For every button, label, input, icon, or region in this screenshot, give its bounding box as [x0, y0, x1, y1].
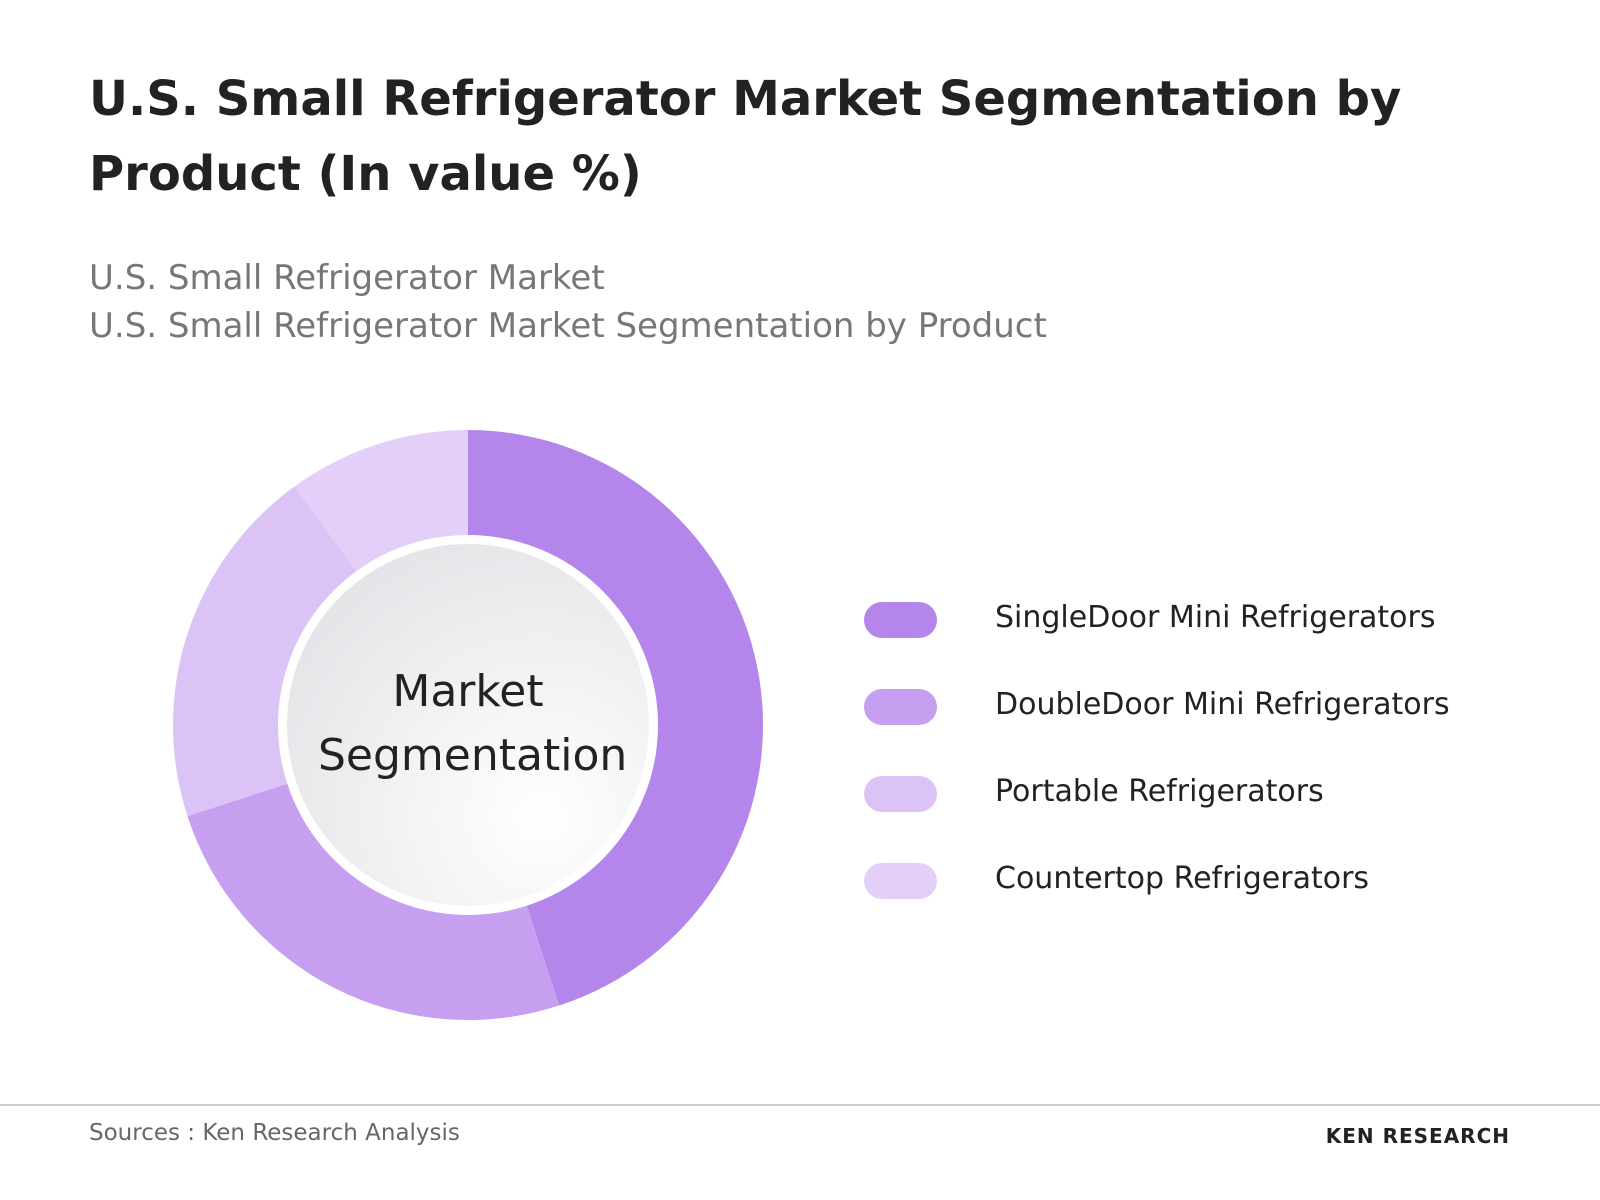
- legend-label: SingleDoor Mini Refrigerators: [995, 600, 1436, 635]
- donut-hole: [281, 538, 655, 912]
- legend-swatch: [864, 602, 937, 638]
- donut-slice: [294, 430, 468, 572]
- chart-title: U.S. Small Refrigerator Market Segmentat…: [89, 71, 1402, 202]
- donut-slice: [187, 783, 560, 1020]
- brand: KEN RESEARCH: [1325, 1124, 1510, 1148]
- donut-slice: [173, 486, 357, 817]
- center-label: Market Segmentation: [318, 666, 628, 781]
- subtitle: U.S. Small Refrigerator Market: [89, 258, 605, 298]
- subtitle: U.S. Small Refrigerator Market Segmentat…: [89, 306, 1047, 346]
- footer-rule: [0, 1104, 1600, 1106]
- donut-slice: [468, 430, 763, 1006]
- source: Sources : Ken Research Analysis: [89, 1120, 460, 1146]
- legend-label: DoubleDoor Mini Refrigerators: [995, 687, 1450, 722]
- legend-swatch: [864, 689, 937, 725]
- legend-label: Portable Refrigerators: [995, 774, 1324, 809]
- legend-swatch: [864, 776, 937, 812]
- legend-swatch: [864, 863, 937, 899]
- legend-label: Countertop Refrigerators: [995, 861, 1370, 896]
